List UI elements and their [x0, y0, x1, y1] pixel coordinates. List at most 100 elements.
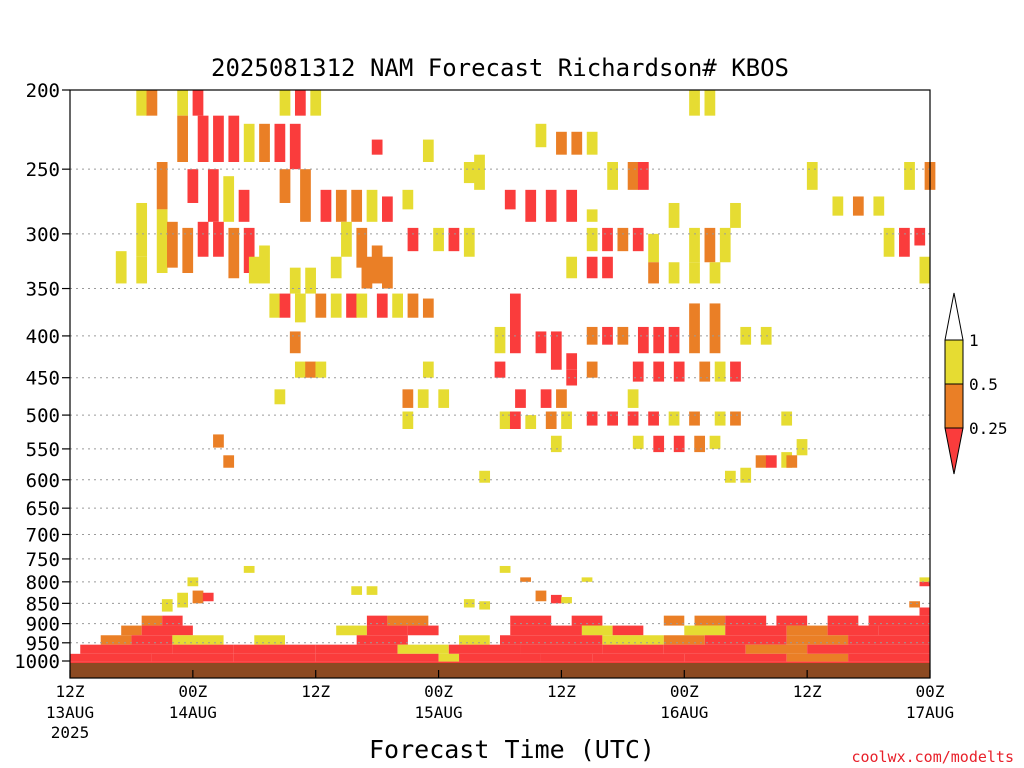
heatmap-cell [566, 256, 578, 279]
heatmap-cell [786, 625, 828, 636]
heatmap-cell [648, 262, 659, 284]
heatmap-cell [909, 601, 921, 608]
colorbar-label: 1 [969, 331, 979, 350]
heatmap-cell [243, 123, 255, 162]
heatmap-cell [689, 90, 700, 116]
heatmap-cell [438, 389, 450, 408]
heatmap-cell [356, 227, 368, 268]
heatmap-cell [315, 653, 439, 662]
heatmap-cell [535, 331, 547, 354]
heatmap-cell [689, 303, 700, 354]
heatmap-cell [141, 625, 193, 636]
heatmap-cell [699, 361, 711, 382]
heatmap-cell [745, 644, 808, 654]
heatmap-cell [233, 644, 316, 654]
heatmap-cell [704, 227, 716, 263]
x-tick-label: 00Z [424, 682, 453, 701]
heatmap-cell [361, 256, 373, 289]
heatmap-cell [213, 221, 224, 257]
heatmap-cell [581, 625, 613, 636]
heatmap-cell [187, 169, 199, 203]
heatmap-cell [463, 599, 475, 608]
y-tick-label: 250 [26, 159, 60, 181]
heatmap-cell [279, 90, 291, 116]
heatmap-cell [520, 644, 603, 654]
heatmap-cell [525, 189, 537, 222]
heatmap-cell [402, 411, 414, 429]
x-tick-year: 2025 [51, 723, 90, 742]
heatmap-cell [223, 455, 235, 468]
heatmap-cell [300, 169, 311, 222]
heatmap-cell [228, 115, 240, 162]
heatmap-cell [786, 635, 849, 645]
heatmap-cell [294, 90, 306, 116]
y-tick-label: 300 [26, 224, 60, 246]
heatmap-cell [136, 202, 148, 257]
colorbar: 1 0.5 0.25 [944, 292, 1008, 475]
heatmap-cell [566, 369, 578, 386]
heatmap-cell [740, 467, 752, 483]
heatmap-cell [724, 470, 736, 483]
y-tick-label: 550 [26, 439, 60, 461]
y-tick-label: 650 [26, 498, 60, 520]
heatmap-cell [402, 389, 414, 408]
heatmap-cell [592, 653, 685, 662]
y-axis: 200 250 300 350 400 450 500 550 600 650 700 7508008… [14, 80, 70, 673]
heatmap-cell [294, 293, 306, 323]
heatmap-cell [694, 435, 706, 453]
colorbar-segment-0.5-1 [944, 339, 964, 385]
heatmap-cell [70, 653, 152, 662]
heatmap-cell [602, 256, 613, 279]
heatmap-cell [156, 209, 168, 274]
heatmap-cell [146, 90, 158, 116]
heatmap-cell [586, 361, 598, 378]
heatmap-cell [730, 202, 741, 228]
heatmap-cell [382, 196, 393, 222]
heatmap-cell [197, 115, 209, 162]
heatmap-cell [540, 389, 552, 408]
heatmap-cell [852, 196, 864, 216]
heatmap-cell [182, 227, 194, 274]
heatmap-cell [714, 361, 726, 382]
y-tick-label: 700 [26, 524, 60, 546]
heatmap-cell [704, 635, 787, 645]
heatmap-cell [510, 615, 552, 626]
heatmap-cell [192, 590, 204, 604]
heatmap-cell [463, 227, 475, 257]
heatmap-cell [586, 209, 598, 222]
heatmap-cell [781, 411, 793, 426]
heatmap-cell [904, 161, 915, 190]
heatmap-cell [827, 615, 859, 626]
heatmap-cell [663, 644, 746, 654]
ground-band [70, 663, 930, 678]
y-tick-label: 1000 [14, 651, 60, 673]
heatmap-cell [202, 592, 214, 602]
heatmap-cell [796, 439, 808, 456]
heatmap-cell [786, 653, 849, 662]
x-tick-label: 00Z [916, 682, 945, 701]
y-tick-label: 950 [26, 633, 60, 655]
heatmap-cell [571, 131, 583, 155]
heatmap-cell [351, 586, 363, 595]
heatmap-cell [310, 90, 322, 116]
heatmap-cell [668, 326, 680, 354]
heatmap-cell [566, 353, 578, 370]
heatmap-cell [315, 644, 398, 654]
heatmap-cell [504, 189, 516, 210]
colorbar-segment-gt-1 [944, 292, 964, 341]
heatmap-cell [709, 303, 721, 354]
heatmap-cell [448, 644, 521, 654]
heatmap-cell [561, 411, 572, 429]
heatmap-cell [192, 90, 204, 116]
heatmap-cell [371, 245, 383, 284]
heatmap-cell [868, 615, 930, 626]
heatmap-cell [689, 227, 700, 263]
heatmap-cell [289, 267, 301, 294]
x-tick-label: 12Z [56, 682, 85, 701]
heatmap-cell [330, 293, 342, 318]
heatmap-cell [80, 644, 173, 654]
credit-text: coolwx.com/modelts [851, 748, 1014, 766]
heatmap-cell [279, 169, 291, 203]
heatmap-cell [376, 293, 388, 318]
heatmap-cell [571, 615, 603, 626]
